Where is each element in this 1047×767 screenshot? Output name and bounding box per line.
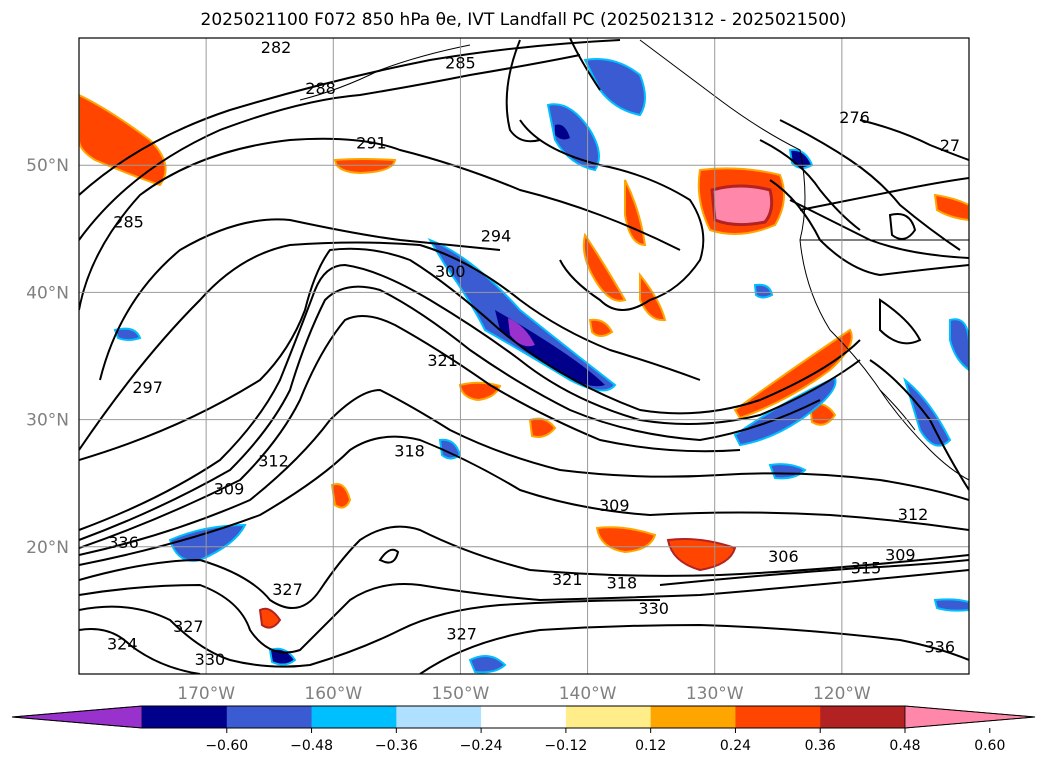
contour-label-3: 291: [356, 134, 387, 153]
shade-blue-7: [949, 318, 969, 372]
colorbar-tick-label-4: −0.12: [544, 738, 587, 754]
contour-label-25: 336: [108, 533, 139, 552]
contour-label-16: 315: [851, 558, 882, 577]
contour-label-13: 312: [898, 505, 929, 524]
contour-label-10: 312: [258, 452, 289, 471]
shade-orange-5: [528, 417, 557, 438]
shade-red-7: [258, 607, 282, 629]
lat-tick-label-0: 20°N: [26, 538, 69, 558]
map-frame: [78, 37, 970, 675]
colorbar-tick-label-6: 0.24: [720, 738, 751, 754]
contour-label-14: 306: [768, 547, 799, 566]
contour-label-1: 285: [445, 53, 476, 72]
lat-tick-labels: 20°N 30°N 40°N 50°N: [26, 156, 69, 558]
shade-orange-6: [330, 483, 352, 509]
contour-label-26: 336: [924, 637, 955, 656]
shade-blue-2: [546, 103, 600, 172]
colorbar-tick-label-5: 0.12: [635, 738, 666, 754]
contour-label-24: 324: [107, 635, 138, 654]
colorbar-outline: [11, 705, 1036, 729]
shaded-regions: [79, 58, 969, 674]
colorbar-tick-label-7: 0.36: [805, 738, 836, 754]
contour-label-27: 276: [839, 108, 870, 127]
contour-label-12: 309: [599, 496, 630, 515]
lon-tick-label-4: 130°W: [686, 684, 744, 704]
shade-blue-9: [468, 655, 507, 674]
lat-tick-label-2: 40°N: [26, 283, 69, 303]
contour-label-28: 27: [940, 136, 960, 155]
shade-blue-5: [168, 523, 247, 562]
chart-title: 2025021100 F072 850 hPa θe, IVT Landfall…: [200, 10, 847, 30]
shade-blue-15: [933, 598, 969, 612]
shade-purple-3: [508, 318, 535, 347]
contour-label-22: 327: [173, 617, 204, 636]
shade-blue-8: [768, 463, 807, 480]
colorbar-tick-label-1: −0.48: [290, 738, 333, 754]
colorbar-extend-high: [904, 705, 1036, 729]
shade-orange-10: [588, 318, 614, 337]
lon-tick-label-1: 160°W: [304, 684, 362, 704]
colorbar-segment-8: [820, 706, 906, 728]
colorbar-tick-label-3: −0.24: [460, 738, 503, 754]
shade-red-streak3: [639, 272, 667, 322]
contour-label-21: 327: [272, 580, 303, 599]
contour-label-7: 297: [132, 378, 163, 397]
colorbar-tick-label-0: −0.60: [205, 738, 248, 754]
contour-label-8: 321: [427, 351, 458, 370]
contour-label-19: 330: [638, 599, 669, 618]
contour-label-18: 318: [607, 574, 638, 593]
lon-tick-label-2: 150°W: [432, 684, 490, 704]
shade-blue-1: [583, 58, 646, 117]
contour-label-4: 285: [113, 212, 144, 231]
shade-orange-4: [458, 381, 502, 402]
theta-e-contours: [79, 38, 969, 674]
coastlines: [299, 39, 969, 481]
contour-label-20: 327: [446, 625, 477, 644]
colorbar-segment-1: [226, 706, 313, 728]
shade-orange-alaska: [79, 93, 167, 187]
shade-pink-nw: [710, 184, 774, 227]
contour-label-23: 330: [195, 650, 226, 669]
contour-label-0: 282: [261, 38, 292, 57]
shade-blue-10: [268, 647, 297, 666]
colorbar-tick-label-8: 0.48: [889, 738, 920, 754]
shade-orange-8: [933, 193, 969, 222]
shade-orange-1: [333, 158, 397, 175]
colorbar-segment-6: [650, 706, 736, 728]
colorbar: [11, 705, 1036, 729]
colorbar-extend-low: [11, 705, 143, 729]
contour-label-5: 294: [481, 226, 512, 245]
shade-red-diag: [733, 328, 853, 420]
shade-darkblue-2: [555, 124, 570, 140]
colorbar-segment-7: [735, 706, 821, 728]
colorbar-segment-2: [311, 706, 397, 728]
contour-label-9: 318: [394, 441, 425, 460]
shade-blue-14: [753, 283, 774, 299]
shade-red-streak: [582, 232, 627, 302]
colorbar-segment-4: [481, 706, 567, 728]
lat-tick-label-3: 50°N: [26, 156, 69, 176]
colorbar-tick-label-2: −0.36: [375, 738, 418, 754]
lon-tick-labels: 170°W 160°W 150°W 140°W 130°W 120°W: [177, 684, 871, 704]
contour-label-15: 309: [885, 546, 916, 565]
lon-tick-label-3: 140°W: [559, 684, 617, 704]
shade-blue-6: [903, 377, 952, 447]
colorbar-tick-labels: −0.60 −0.48 −0.36 −0.24 −0.12 0.12 0.24 0.36 0.4…: [205, 728, 1005, 754]
lat-tick-label-1: 30°N: [26, 411, 69, 431]
lon-tick-label-0: 170°W: [177, 684, 235, 704]
contour-label-2: 288: [305, 79, 336, 98]
shade-blue-12: [113, 327, 142, 341]
contour-label-11: 309: [214, 480, 245, 499]
lon-tick-label-5: 120°W: [813, 684, 871, 704]
colorbar-tick-label-9: 0.60: [974, 738, 1005, 754]
contour-label-17: 321: [552, 570, 583, 589]
contour-label-6: 300: [435, 262, 466, 281]
colorbar-segment-0: [142, 706, 228, 728]
gridlines: [79, 38, 969, 674]
colorbar-segment-5: [565, 706, 652, 728]
colorbar-segment-3: [396, 706, 482, 728]
